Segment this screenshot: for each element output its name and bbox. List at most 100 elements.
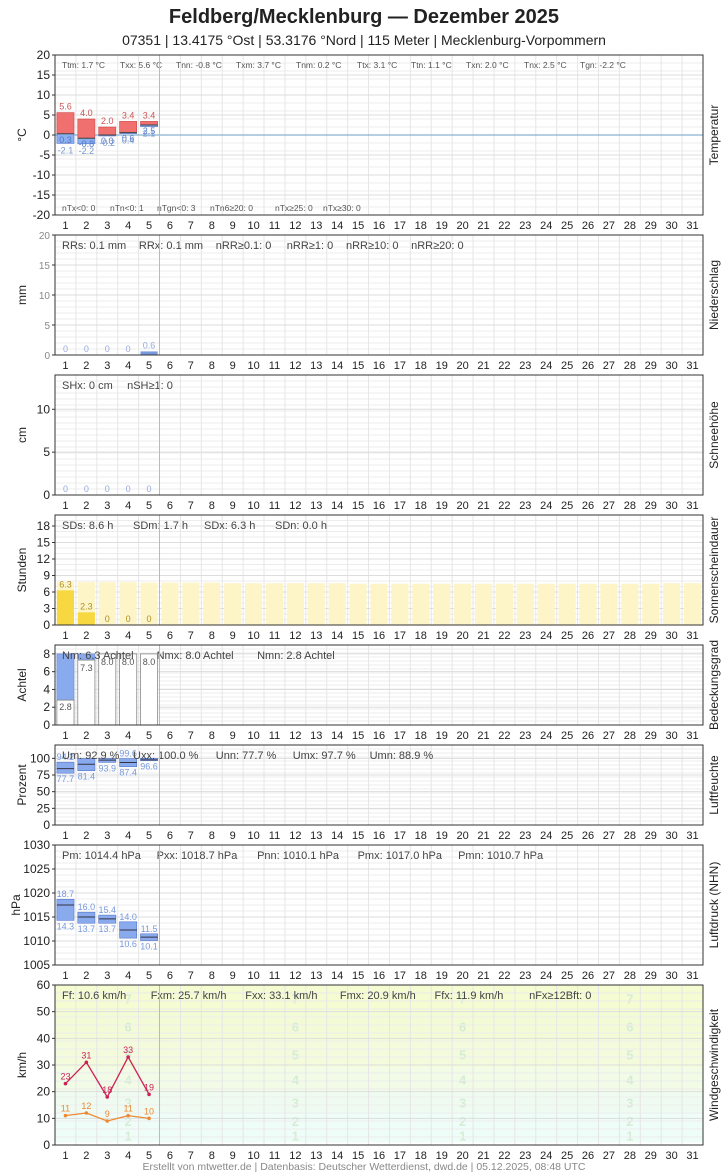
x-tick-label: 10 bbox=[247, 500, 259, 512]
y-axis-label: Stunden bbox=[15, 548, 29, 593]
y-tick-label: -15 bbox=[33, 188, 51, 202]
mean-point bbox=[84, 1111, 89, 1115]
x-tick-label: 13 bbox=[310, 830, 322, 842]
y-tick-label: 5 bbox=[43, 445, 50, 459]
max-label: 11.5 bbox=[141, 924, 158, 934]
gust-label: 31 bbox=[81, 1050, 91, 1060]
max-label: 15.4 bbox=[98, 905, 116, 915]
x-tick-label: 18 bbox=[415, 630, 427, 642]
value-label: 0 bbox=[84, 484, 89, 494]
x-tick-label: 7 bbox=[188, 970, 194, 982]
y-tick-label: 5 bbox=[44, 321, 50, 332]
x-tick-label: 20 bbox=[456, 500, 468, 512]
x-tick-label: 7 bbox=[188, 730, 194, 742]
x-tick-label: 9 bbox=[230, 500, 236, 512]
bft-label: 3 bbox=[459, 1095, 466, 1110]
min-label: 10.6 bbox=[119, 939, 137, 949]
x-tick-label: 27 bbox=[603, 1150, 615, 1162]
x-tick-label: 14 bbox=[331, 500, 343, 512]
y-tick-label: 50 bbox=[37, 1005, 51, 1019]
x-tick-label: 17 bbox=[394, 500, 406, 512]
x-tick-label: 23 bbox=[519, 220, 531, 232]
stat-text: RRs: 0.1 mm bbox=[62, 240, 126, 252]
y-tick-label: 8 bbox=[43, 647, 50, 661]
bft-label: 1 bbox=[292, 1129, 299, 1144]
mean-label: 11 bbox=[61, 1104, 70, 1114]
mean-label: 10 bbox=[144, 1106, 154, 1116]
bft-label: 5 bbox=[125, 1047, 132, 1062]
x-tick-label: 13 bbox=[310, 970, 322, 982]
x-tick-label: 21 bbox=[477, 1150, 489, 1162]
x-tick-label: 20 bbox=[456, 1150, 468, 1162]
x-tick-label: 18 bbox=[415, 970, 427, 982]
x-tick-label: 25 bbox=[561, 500, 573, 512]
y-tick-label: 30 bbox=[37, 1058, 51, 1072]
x-tick-label: 28 bbox=[624, 630, 636, 642]
x-tick-label: 1 bbox=[62, 360, 68, 372]
x-tick-label: 19 bbox=[436, 830, 448, 842]
x-tick-label: 21 bbox=[477, 220, 489, 232]
x-tick-label: 21 bbox=[477, 970, 489, 982]
stat-text: nFx≥12Bft: 0 bbox=[529, 990, 591, 1002]
x-tick-label: 6 bbox=[167, 500, 173, 512]
x-tick-label: 1 bbox=[62, 220, 68, 232]
x-tick-label: 12 bbox=[289, 970, 301, 982]
panel-temperatur: 5.6 0.3-2.1 4.0 -0.8-2.2 2.0 0.0-0.2 3.4 0.60.4… bbox=[15, 48, 721, 232]
stat-top: Txx: 5.6 °C bbox=[120, 60, 162, 70]
x-tick-label: 3 bbox=[104, 360, 110, 372]
x-tick-label: 6 bbox=[167, 630, 173, 642]
x-tick-label: 28 bbox=[624, 730, 636, 742]
panel-luftdruck: 18.714.316.013.715.413.714.010.611.510.1… bbox=[9, 838, 721, 982]
bft-label: 4 bbox=[292, 1073, 300, 1088]
x-tick-label: 15 bbox=[352, 730, 364, 742]
y-tick-label: 3 bbox=[43, 602, 50, 616]
possible-bar bbox=[119, 582, 137, 625]
stat-text: Uxx: 100.0 % bbox=[133, 750, 199, 762]
cover-label: 2.8 bbox=[59, 702, 72, 712]
gust-point bbox=[63, 1081, 68, 1086]
possible-bar bbox=[140, 582, 158, 625]
x-tick-label: 22 bbox=[498, 970, 510, 982]
stat-top: Tnx: 2.5 °C bbox=[524, 60, 567, 70]
tmin-label: 0.4 bbox=[122, 135, 135, 145]
x-tick-label: 12 bbox=[289, 500, 301, 512]
x-tick-label: 9 bbox=[230, 360, 236, 372]
x-tick-label: 29 bbox=[645, 500, 657, 512]
x-tick-label: 3 bbox=[104, 730, 110, 742]
stat-text: SDm: 1.7 h bbox=[133, 520, 188, 532]
x-tick-label: 5 bbox=[146, 360, 152, 372]
y-tick-label: 18 bbox=[37, 519, 51, 533]
possible-bar bbox=[454, 583, 472, 625]
x-tick-label: 1 bbox=[62, 1150, 68, 1162]
stat-text: Fxm: 25.7 km/h bbox=[151, 990, 227, 1002]
tmin-label: -0.2 bbox=[100, 138, 116, 148]
possible-bar bbox=[663, 583, 681, 625]
tmean-label: -0.8 bbox=[79, 139, 95, 149]
x-tick-label: 5 bbox=[146, 830, 152, 842]
x-tick-label: 18 bbox=[415, 830, 427, 842]
stat-text: SDx: 6.3 h bbox=[204, 520, 255, 532]
possible-bar bbox=[203, 582, 221, 625]
gust-point bbox=[105, 1095, 110, 1099]
stat-text: Nmx: 8.0 Achtel bbox=[157, 650, 234, 662]
x-tick-label: 2 bbox=[83, 970, 89, 982]
x-tick-label: 27 bbox=[603, 970, 615, 982]
y-tick-label: 0 bbox=[44, 351, 50, 362]
y-tick-label: 1020 bbox=[23, 886, 50, 900]
stat-text: SDn: 0.0 h bbox=[275, 520, 327, 532]
y-tick-label: 15 bbox=[37, 536, 51, 550]
plot-frame bbox=[54, 844, 704, 966]
y-tick-label: 60 bbox=[37, 978, 51, 992]
x-tick-label: 3 bbox=[104, 830, 110, 842]
x-tick-label: 13 bbox=[310, 1150, 322, 1162]
x-tick-label: 27 bbox=[603, 730, 615, 742]
panel-side-label: Luftdruck (NHN) bbox=[707, 862, 721, 949]
x-tick-label: 31 bbox=[686, 970, 698, 982]
x-tick-label: 12 bbox=[289, 630, 301, 642]
x-tick-label: 24 bbox=[540, 630, 552, 642]
x-tick-label: 5 bbox=[146, 500, 152, 512]
x-tick-label: 23 bbox=[519, 1150, 531, 1162]
x-tick-label: 24 bbox=[540, 500, 552, 512]
bft-label: 1 bbox=[125, 1129, 132, 1144]
